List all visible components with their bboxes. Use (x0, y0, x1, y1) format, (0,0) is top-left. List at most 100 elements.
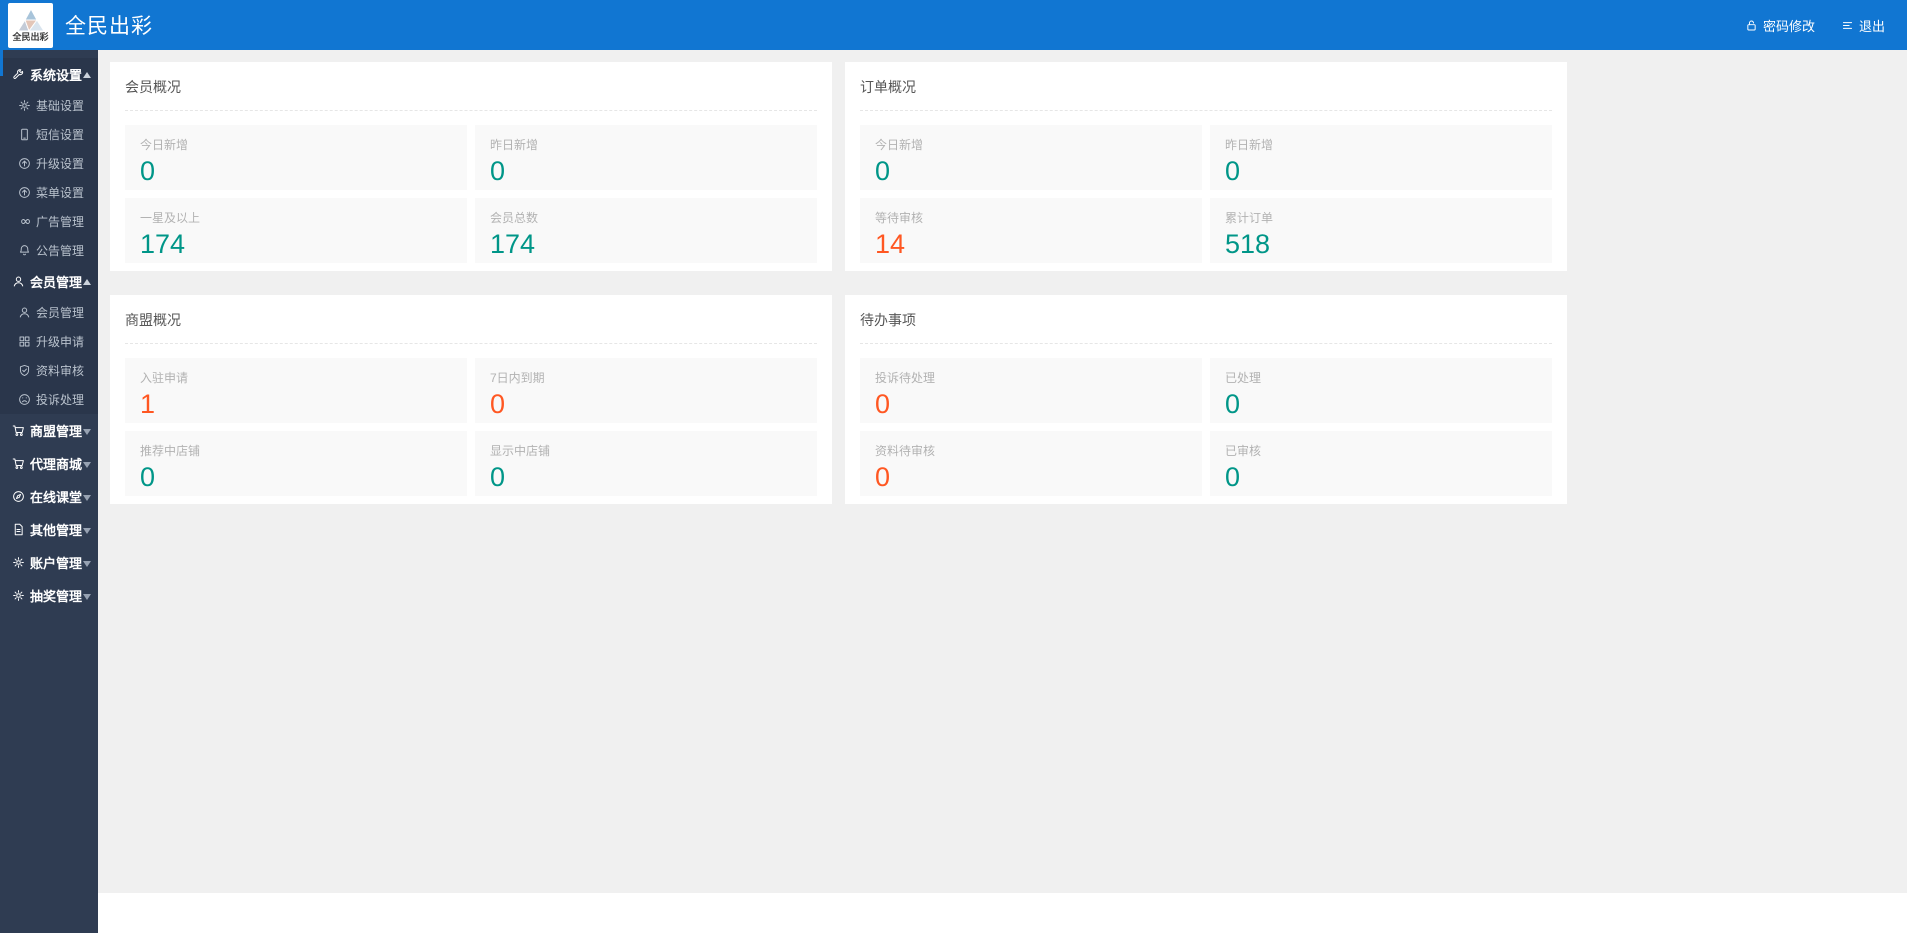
sidebar-item-complaint-handling[interactable]: 投诉处理 (0, 385, 98, 414)
card-member-overview: 会员概况 今日新增 0 昨日新增 0 一星及以上 174 会员总数 174 (110, 62, 832, 271)
stat-value: 174 (140, 229, 186, 259)
stat-tile: 累计订单 518 (1210, 198, 1552, 263)
stat-tile: 等待审核 14 (860, 198, 1202, 263)
stat-label: 7日内到期 (490, 371, 545, 385)
sidebar-nav: 系统设置 基础设置 短信设置 升级设置 菜单设置 广告管理 公告管理 (0, 50, 98, 933)
stat-tile: 会员总数 174 (475, 198, 817, 263)
arrow-up-circle-icon (19, 158, 30, 169)
change-password-button[interactable]: 密码修改 (1745, 16, 1815, 35)
top-header: 全民出彩 全民出彩 密码修改 退出 (0, 0, 1907, 50)
stat-tiles: 入驻申请 1 7日内到期 0 推荐中店铺 0 显示中店铺 0 (125, 358, 817, 496)
app-logo[interactable]: 全民出彩 (8, 2, 53, 48)
stat-value: 0 (140, 462, 156, 492)
nav-group-alliance-management: 商盟管理 (0, 414, 98, 447)
sidebar-item-label: 其他管理 (30, 523, 83, 538)
sidebar-item-upgrade-application[interactable]: 升级申请 (0, 327, 98, 356)
sidebar-item-label: 商盟管理 (30, 424, 83, 439)
cart-icon (12, 425, 24, 436)
card-todo-items: 待办事项 投诉待处理 0 已处理 0 资料待审核 0 已审核 0 (845, 295, 1567, 504)
sidebar-item-system-settings[interactable]: 系统设置 (0, 58, 98, 91)
sidebar-item-announcement-management[interactable]: 公告管理 (0, 236, 98, 265)
nav-group-member-management: 会员管理 会员管理 升级申请 资料审核 投诉处理 (0, 265, 98, 414)
sidebar-item-upgrade-settings[interactable]: 升级设置 (0, 149, 98, 178)
stat-label: 已处理 (1225, 371, 1262, 385)
stat-label: 今日新增 (875, 138, 924, 152)
sidebar-item-agent-mall[interactable]: 代理商城 (0, 447, 98, 480)
gear-icon (13, 557, 24, 568)
chevron-down-icon (83, 593, 91, 600)
sidebar-item-account-management[interactable]: 账户管理 (0, 546, 98, 579)
stat-label: 投诉待处理 (875, 371, 936, 385)
logout-icon (1842, 21, 1853, 29)
main-content: 会员概况 今日新增 0 昨日新增 0 一星及以上 174 会员总数 174 (98, 50, 1907, 893)
stat-tile: 已审核 0 (1210, 431, 1552, 496)
sidebar-item-label: 公告管理 (36, 244, 85, 258)
stat-label: 已审核 (1225, 444, 1262, 458)
frown-icon (19, 394, 30, 405)
sidebar-scrollbar-thumb[interactable] (0, 50, 3, 76)
logo-text: 全民出彩 (12, 32, 49, 42)
stat-tile: 一星及以上 174 (125, 198, 467, 263)
nav-group-system-settings: 系统设置 基础设置 短信设置 升级设置 菜单设置 广告管理 公告管理 (0, 58, 98, 265)
sidebar-item-label: 短信设置 (36, 128, 85, 142)
stat-value: 0 (490, 462, 506, 492)
cart-icon (12, 458, 24, 469)
change-password-label: 密码修改 (1762, 18, 1815, 34)
stat-tile: 资料待审核 0 (860, 431, 1202, 496)
stat-tile: 已处理 0 (1210, 358, 1552, 423)
stat-label: 昨日新增 (1225, 138, 1274, 152)
sidebar-item-menu-settings[interactable]: 菜单设置 (0, 178, 98, 207)
stat-value: 0 (875, 156, 891, 186)
overview-cards: 会员概况 今日新增 0 昨日新增 0 一星及以上 174 会员总数 174 (110, 62, 1567, 504)
sidebar-item-member-management[interactable]: 会员管理 (0, 298, 98, 327)
document-icon (14, 523, 23, 536)
stat-value: 174 (490, 229, 536, 259)
compass-icon (13, 491, 24, 502)
shield-check-icon (19, 364, 30, 377)
stat-tile: 入驻申请 1 (125, 358, 467, 423)
nav-group-online-classroom: 在线课堂 (0, 480, 98, 513)
chevron-up-icon (83, 71, 91, 78)
sidebar-item-profile-review[interactable]: 资料审核 (0, 356, 98, 385)
nav-group-agent-mall: 代理商城 (0, 447, 98, 480)
sidebar-item-lottery-management[interactable]: 抽奖管理 (0, 579, 98, 612)
stat-label: 入驻申请 (140, 371, 189, 385)
user-icon (19, 307, 30, 318)
logout-button[interactable]: 退出 (1841, 16, 1885, 35)
sidebar-item-online-classroom[interactable]: 在线课堂 (0, 480, 98, 513)
card-title: 会员概况 (125, 62, 817, 111)
stat-label: 今日新增 (140, 138, 189, 152)
sidebar-item-label: 在线课堂 (30, 490, 83, 505)
chevron-down-icon (83, 527, 91, 534)
stat-label: 等待审核 (875, 211, 924, 225)
bell-icon (19, 245, 30, 256)
stat-label: 资料待审核 (875, 444, 936, 458)
stat-label: 推荐中店铺 (140, 444, 201, 458)
sidebar-item-label: 投诉处理 (36, 393, 85, 407)
stat-tile: 今日新增 0 (860, 125, 1202, 190)
stat-tiles: 投诉待处理 0 已处理 0 资料待审核 0 已审核 0 (860, 358, 1552, 496)
sidebar-item-alliance-management[interactable]: 商盟管理 (0, 414, 98, 447)
sidebar-item-ad-management[interactable]: 广告管理 (0, 207, 98, 236)
sidebar-item-label: 广告管理 (36, 215, 85, 229)
nav-group-lottery-management: 抽奖管理 (0, 579, 98, 612)
sidebar-item-member-management-group[interactable]: 会员管理 (0, 265, 98, 298)
arrow-up-circle-icon (19, 187, 30, 198)
stat-tile: 昨日新增 0 (1210, 125, 1552, 190)
stat-label: 会员总数 (490, 211, 539, 225)
stat-value: 518 (1225, 229, 1271, 259)
sidebar-item-label: 资料审核 (36, 364, 85, 378)
stat-value: 1 (140, 389, 156, 419)
chevron-down-icon (83, 560, 91, 567)
stat-value: 14 (875, 229, 906, 259)
stat-value: 0 (1225, 156, 1241, 186)
user-icon (13, 276, 24, 287)
stat-value: 0 (875, 462, 891, 492)
sidebar-item-other-management[interactable]: 其他管理 (0, 513, 98, 546)
header-actions: 密码修改 退出 (1745, 16, 1907, 35)
stat-tile: 投诉待处理 0 (860, 358, 1202, 423)
sidebar-item-basic-settings[interactable]: 基础设置 (0, 91, 98, 120)
sidebar-item-sms-settings[interactable]: 短信设置 (0, 120, 98, 149)
page-title: 全民出彩 (65, 15, 153, 38)
stat-value: 0 (490, 156, 506, 186)
